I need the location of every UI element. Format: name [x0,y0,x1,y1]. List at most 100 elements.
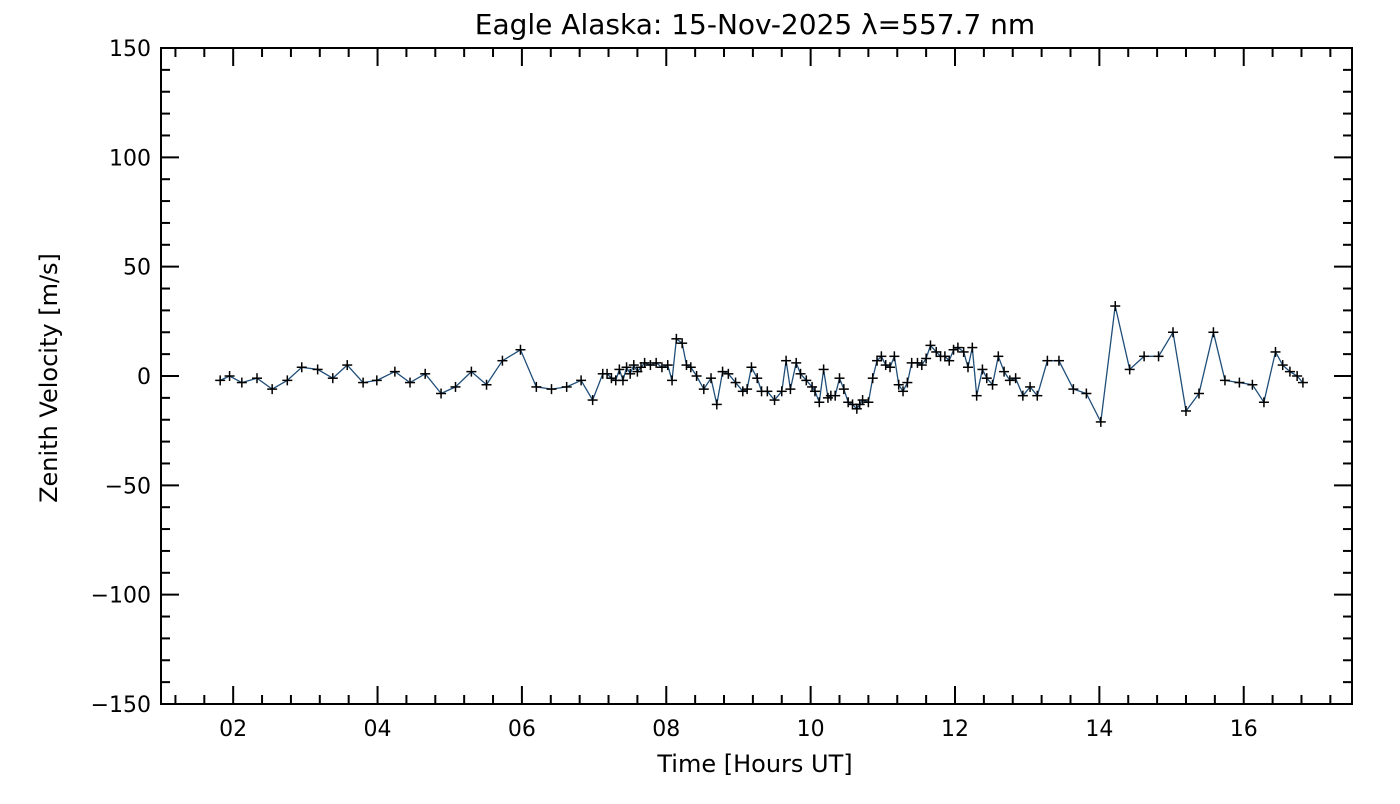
data-point [867,373,878,384]
data-point [999,366,1010,377]
data-point [872,355,883,366]
x-tick-label: 14 [1085,717,1113,742]
series-layer [219,305,1304,425]
data-point [698,384,709,395]
x-tick-label: 10 [797,717,825,742]
y-tick-label: 0 [137,365,151,390]
data-point [781,355,792,366]
y-tick-label: 50 [123,256,151,281]
markers-layer [215,301,1308,427]
data-point [1053,355,1064,366]
data-point [371,375,382,386]
data-point [925,340,936,351]
data-point [814,397,825,408]
data-point [1193,388,1204,399]
data-point [296,362,307,373]
data-point [466,366,477,377]
x-axis-label: Time [Hours UT] [656,750,852,778]
data-point [481,379,492,390]
data-point [912,357,923,368]
data-point [691,371,702,381]
data-point [1095,416,1106,427]
data-point [902,377,913,388]
data-point [981,373,992,384]
data-point [762,386,773,397]
y-tick-label: 150 [109,37,151,62]
data-point [1032,390,1043,401]
data-point [737,386,748,397]
data-point [282,375,293,386]
series-line [219,305,1304,425]
data-point [252,373,263,384]
data-point [843,397,854,408]
y-tick-label: −150 [91,693,151,718]
tick-labels-layer: −150 −100 −50 0 50 100 150 02 04 06 08 10 12 14 16 [91,37,1258,742]
data-point [769,395,780,406]
data-point [971,390,982,401]
data-point [651,357,662,368]
data-point [436,388,447,399]
x-tick-label: 04 [364,717,392,742]
data-point [967,342,978,353]
y-tick-label: −100 [91,584,151,609]
data-point [801,375,812,386]
data-point [730,377,741,388]
data-point [706,373,717,384]
data-point [639,357,650,368]
data-point [785,384,796,395]
data-point [1010,373,1021,384]
data-point [645,360,656,371]
data-point [224,371,235,381]
data-point [962,362,973,373]
data-point [1208,327,1219,338]
data-point [830,390,841,401]
data-point [1180,405,1191,416]
data-point [1139,351,1150,362]
data-point [1258,397,1269,408]
data-point [312,364,323,375]
data-point [931,346,942,357]
data-point [389,366,400,377]
data-point [818,364,829,375]
data-point [742,384,753,395]
data-point [671,333,682,344]
data-point [662,360,673,371]
data-point [863,397,874,408]
data-point [405,377,416,388]
data-point [977,364,988,375]
x-tick-label: 02 [219,717,247,742]
data-point [952,342,963,353]
data-point [958,346,969,357]
data-point [677,338,688,349]
data-point [621,362,632,373]
data-point [838,384,849,395]
data-point [893,379,904,390]
data-point [667,375,678,386]
data-point [614,364,625,375]
data-point [617,375,628,386]
data-point [711,399,722,410]
data-point [939,351,950,362]
data-point [1292,371,1303,381]
data-point [267,384,278,395]
data-point [358,377,369,388]
data-point [342,360,353,371]
data-point [628,360,639,371]
data-point [791,357,802,368]
data-point [898,386,909,397]
data-point [1270,346,1281,357]
data-point [327,373,338,384]
data-point [1247,379,1258,390]
data-point [1167,327,1178,338]
data-point [1234,377,1245,388]
y-axis-label: Zenith Velocity [m/s] [35,253,63,503]
data-point [531,381,542,392]
data-point [685,362,696,373]
data-point [885,362,896,373]
data-point [948,344,959,355]
data-point [776,386,787,397]
data-point [1025,381,1036,392]
data-point [993,351,1004,362]
